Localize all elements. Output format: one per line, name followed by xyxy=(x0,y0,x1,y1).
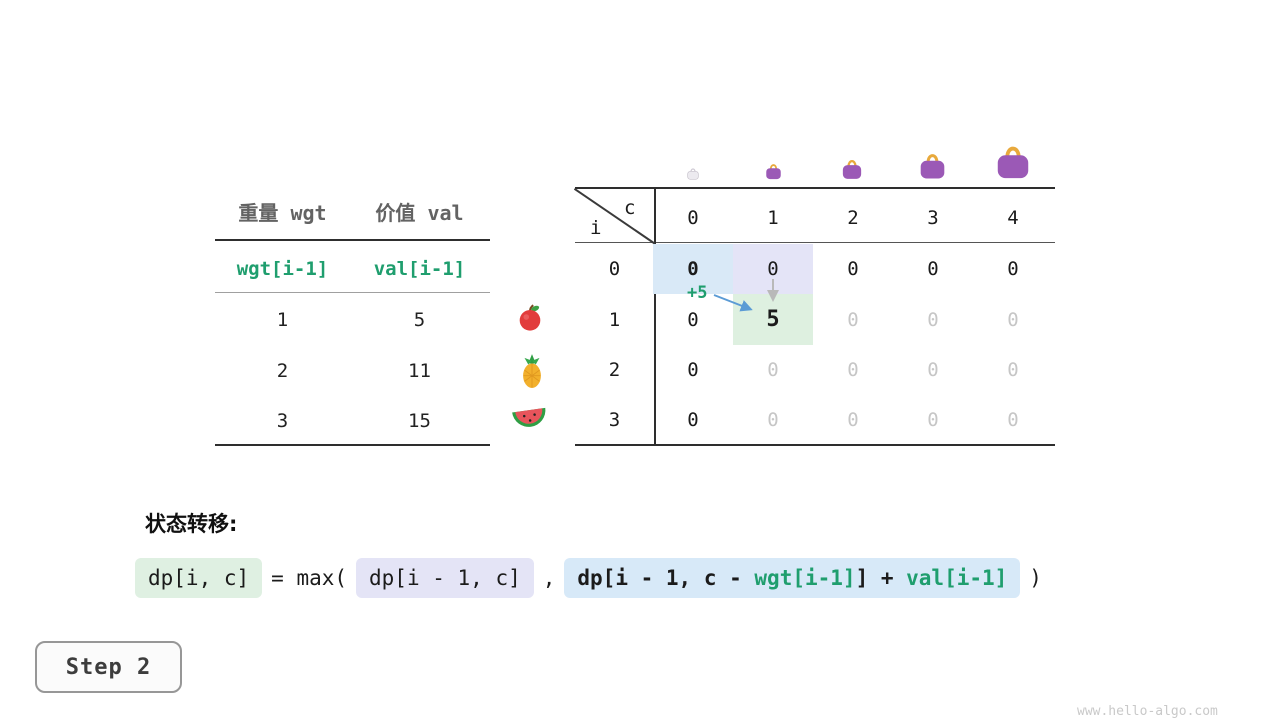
state-transition-formula: dp[i, c] = max( dp[i - 1, c] , dp[i - 1,… xyxy=(135,558,1042,598)
divider xyxy=(215,239,490,241)
dp-cell-r3-c0: 0 xyxy=(687,409,699,431)
item-value: 15 xyxy=(408,410,431,432)
formula-take-wgt: wgt[i-1] xyxy=(754,566,856,590)
formula-close-paren: ) xyxy=(1029,566,1042,590)
dp-cell-r0-c0: 0 xyxy=(653,244,733,294)
formula-equals-max: = max( xyxy=(271,566,348,590)
dp-cell-r0-c4: 0 xyxy=(1007,258,1019,280)
dp-col-header-0: 0 xyxy=(687,207,699,229)
formula-comma: , xyxy=(542,566,556,590)
item-weight: 1 xyxy=(276,309,289,331)
dp-col-header-3: 3 xyxy=(927,207,939,229)
item-weight: 3 xyxy=(276,410,289,432)
bag-icon-capacity-3 xyxy=(920,154,945,179)
step-badge: Step 2 xyxy=(35,641,182,693)
formula-take-part2: ] + xyxy=(855,566,907,590)
divider xyxy=(215,292,490,293)
bag-icon-capacity-4 xyxy=(997,146,1029,179)
dp-col-header-2: 2 xyxy=(847,207,859,229)
dp-cell-r2-c0: 0 xyxy=(687,359,699,381)
bag-icon-capacity-2 xyxy=(842,160,862,179)
item-value: 11 xyxy=(408,360,431,382)
items-table-header-value: 价值 val xyxy=(375,200,464,225)
dp-cell-r3-c1: 0 xyxy=(767,409,779,431)
item-weight: 2 xyxy=(276,360,289,382)
dp-cell-r0-c1: 0 xyxy=(733,244,813,294)
bag-icon-capacity-1 xyxy=(766,164,781,180)
pineapple-icon xyxy=(523,354,541,388)
dp-cell-r0-c3: 0 xyxy=(927,258,939,280)
items-table-subheader-val: val[i-1] xyxy=(373,258,466,280)
items-table-header-weight: 重量 wgt xyxy=(238,200,327,225)
dp-table-top-border xyxy=(575,187,1055,189)
apple-icon xyxy=(519,304,541,331)
items-table-subheader-wgt: wgt[i-1] xyxy=(236,258,329,280)
dp-table-vertical-border xyxy=(654,187,656,445)
corner-label-i: i xyxy=(590,217,602,239)
formula-take-val: val[i-1] xyxy=(906,566,1008,590)
dp-col-header-1: 1 xyxy=(767,207,779,229)
dp-cell-r2-c3: 0 xyxy=(927,359,939,381)
dp-cell-r3-c3: 0 xyxy=(927,409,939,431)
dp-cell-r1-c0: 0 xyxy=(687,308,699,331)
dp-table-corner-diagonal xyxy=(573,188,656,245)
formula-option-take-chip: dp[i - 1, c - wgt[i-1]] + val[i-1] xyxy=(564,558,1021,598)
watermark: www.hello-algo.com xyxy=(1077,704,1218,719)
watermelon-icon xyxy=(512,407,546,427)
dp-table-header-divider xyxy=(575,242,1055,243)
dp-cell-r0-c2: 0 xyxy=(847,258,859,280)
item-value: 5 xyxy=(413,309,426,331)
dp-row-header-1: 1 xyxy=(608,308,621,331)
divider xyxy=(215,444,490,446)
dp-cell-r1-c4: 0 xyxy=(1007,308,1019,331)
bag-icon-capacity-0 xyxy=(687,168,699,180)
formula-option-keep-chip: dp[i - 1, c] xyxy=(356,558,534,598)
dp-col-header-4: 4 xyxy=(1007,207,1019,229)
dp-cell-r2-c4: 0 xyxy=(1007,359,1019,381)
dp-table-bottom-border xyxy=(575,444,1055,446)
dp-row-header-0: 0 xyxy=(608,258,621,280)
dp-cell-r1-c1: 5 xyxy=(733,294,813,345)
dp-row-header-3: 3 xyxy=(608,409,621,431)
dp-cell-r1-c2: 0 xyxy=(847,308,859,331)
dp-cell-r2-c1: 0 xyxy=(767,359,779,381)
dp-cell-r2-c2: 0 xyxy=(847,359,859,381)
dp-row-header-2: 2 xyxy=(608,359,621,381)
state-transition-label: 状态转移: xyxy=(145,512,238,536)
formula-take-part1: dp[i - 1, c - xyxy=(577,566,755,590)
transition-add-label: +5 xyxy=(687,283,708,303)
formula-dp-current-chip: dp[i, c] xyxy=(135,558,263,598)
dp-cell-r1-c3: 0 xyxy=(927,308,939,331)
dp-cell-r3-c4: 0 xyxy=(1007,409,1019,431)
dp-cell-r3-c2: 0 xyxy=(847,409,859,431)
corner-label-c: c xyxy=(624,197,636,219)
